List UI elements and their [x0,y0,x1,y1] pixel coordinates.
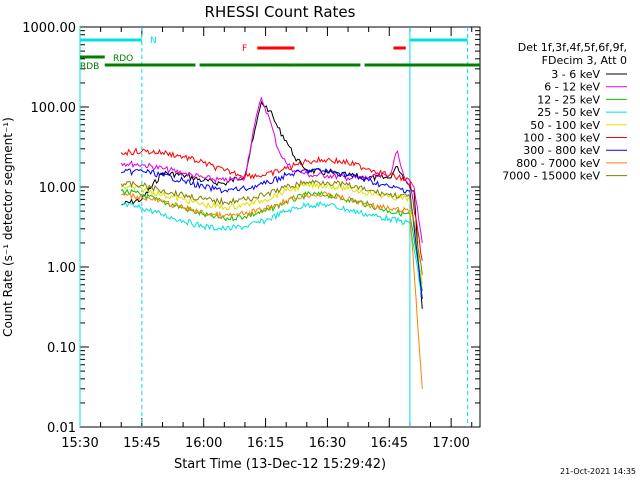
x-tick-label: 16:45 [371,436,408,451]
legend-header-line2: FDecim 3, Att 0 [542,54,627,67]
y-tick-label: 0.10 [47,341,76,356]
chart-title: RHESSI Count Rates [205,3,356,21]
y-tick-label: 100.00 [31,101,77,116]
y-tick-label: 0.01 [47,421,76,436]
series-line-8 [120,179,423,275]
legend-label: 50 - 100 keV [530,119,600,132]
x-tick-label: 16:30 [309,436,346,451]
timestamp: 21-Oct-2021 14:35 [560,467,636,476]
state-label-red_F: F [242,44,247,54]
series-line-7 [120,191,423,389]
y-tick-label: 10.00 [39,181,76,196]
y-axis-ticks: 0.01 0.10 1.00 10.00 100.00 1000.00 [22,21,480,436]
plot-area: N F RDO RDB [79,27,480,427]
legend-label: 800 - 7000 keV [516,157,600,170]
x-tick-label: 16:00 [185,436,222,451]
legend-label: 6 - 12 keV [544,81,600,94]
legend: Det 1f,3f,4f,5f,6f,9f, FDecim 3, Att 0 3… [502,41,627,183]
x-tick-label: 17:00 [432,436,469,451]
x-axis-label: Start Time (13-Dec-12 15:29:42) [174,457,386,472]
legend-label: 300 - 800 keV [523,144,600,157]
legend-label: 25 - 50 keV [537,106,600,119]
x-tick-label: 16:15 [247,436,284,451]
series-line-3 [121,200,423,299]
x-tick-label: 15:45 [123,436,160,451]
series-line-6 [121,167,423,299]
x-axis-ticks: 15:30 15:45 16:00 16:15 16:30 16:45 17:00 [61,27,473,451]
y-axis-label: Count Rate (s⁻¹ detector segment⁻¹) [1,117,15,337]
legend-label: 3 - 6 keV [551,68,600,81]
x-tick-label: 15:30 [61,436,98,451]
state-label-green_RDO: RDO [113,54,133,64]
series-line-5 [120,147,423,261]
series-line-4 [120,180,423,285]
state-label-cyan_N: N [150,36,157,46]
y-tick-label: 1.00 [47,261,76,276]
legend-label: 7000 - 15000 keV [502,170,600,183]
state-label-green_RDB: RDB [80,62,99,72]
legend-header-line1: Det 1f,3f,4f,5f,6f,9f, [518,41,627,54]
legend-label: 12 - 25 keV [537,93,600,106]
y-tick-label: 1000.00 [22,21,76,36]
legend-label: 100 - 300 keV [523,132,600,145]
